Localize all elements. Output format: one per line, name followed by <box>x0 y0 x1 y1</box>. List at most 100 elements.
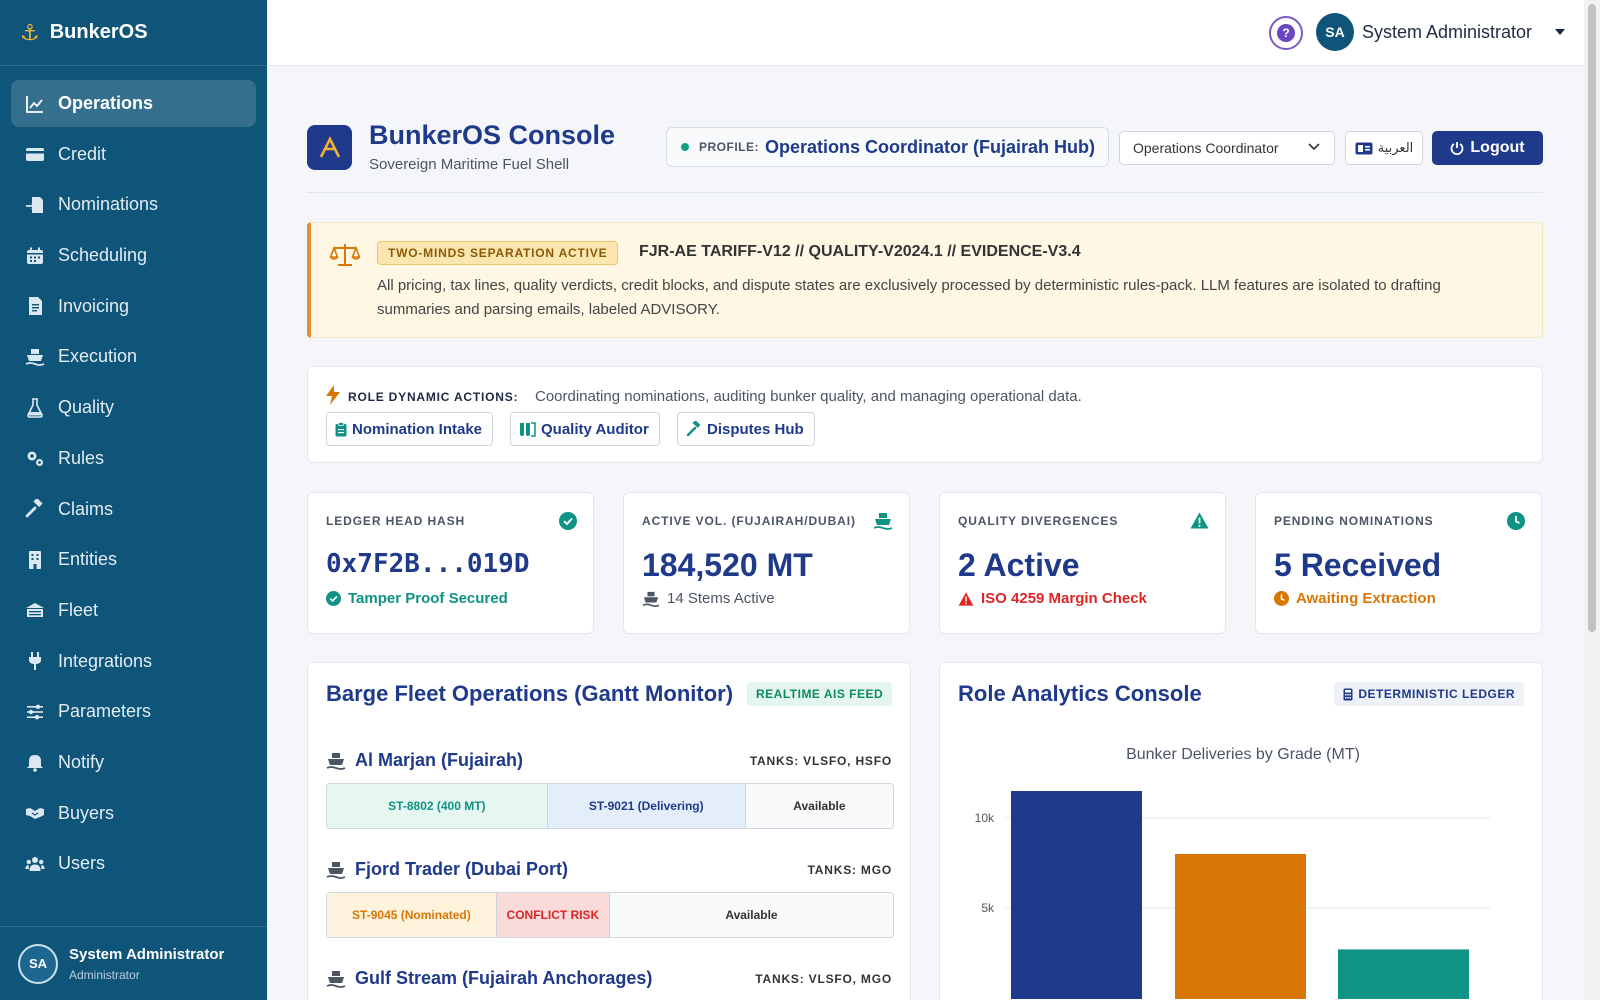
fleet-icon <box>26 603 44 618</box>
sidebar-item-entities[interactable]: Entities <box>11 536 256 583</box>
status-dot <box>681 143 689 151</box>
sidebar-item-invoicing[interactable]: Invoicing <box>11 283 256 330</box>
role-select[interactable]: Operations Coordinator <box>1119 131 1335 165</box>
help-button[interactable]: ? <box>1269 16 1303 50</box>
logout-button[interactable]: Logout <box>1432 131 1543 165</box>
sidebar-item-label: Scheduling <box>58 245 148 266</box>
profile-label: PROFILE: <box>699 140 759 154</box>
gantt-segment[interactable]: ST-9021 (Delivering) <box>547 784 746 828</box>
sidebar-item-label: Notify <box>58 751 105 772</box>
analytics-panel: Role Analytics Console DETERMINISTIC LED… <box>939 662 1543 1000</box>
plug-icon <box>29 652 41 671</box>
barge-name[interactable]: Gulf Stream (Fujairah Anchorages) <box>326 968 652 989</box>
sidebar: ⚓ BunkerOS Operations Credit Nominations Sc… <box>0 0 267 1000</box>
sidebar-user-role: Administrator <box>69 967 140 982</box>
role-select-value: Operations Coordinator <box>1133 140 1279 156</box>
top-avatar[interactable]: SA <box>1316 13 1354 51</box>
gantt-segment[interactable]: ST-9045 (Nominated) <box>327 893 497 937</box>
stat-sub: ISO 4259 Margin Check <box>958 590 1147 607</box>
top-bar: ? SA System Administrator <box>267 0 1584 66</box>
sidebar-item-label: Buyers <box>58 802 115 823</box>
gantt-title: Barge Fleet Operations (Gantt Monitor) <box>326 681 734 706</box>
building-icon <box>29 550 41 569</box>
separation-banner: TWO-MINDS SEPARATION ACTIVE FJR-AE TARIF… <box>307 222 1543 338</box>
sidebar-item-label: Fleet <box>58 599 99 620</box>
sidebar-item-label: Integrations <box>58 650 153 671</box>
analytics-title: Role Analytics Console <box>958 681 1202 706</box>
scale-icon <box>330 244 360 266</box>
sidebar-item-label: Execution <box>58 346 138 367</box>
warning-icon <box>958 591 974 606</box>
brand[interactable]: ⚓ BunkerOS <box>0 0 267 66</box>
sidebar-item-integrations[interactable]: Integrations <box>11 638 256 685</box>
deterministic-ledger-pill: DETERMINISTIC LEDGER <box>1334 682 1524 706</box>
bell-icon <box>27 755 43 773</box>
nomination-intake-button[interactable]: Nomination Intake <box>326 412 494 446</box>
sidebar-item-nominations[interactable]: Nominations <box>11 181 256 228</box>
bar-2[interactable] <box>1175 854 1306 999</box>
barge-name[interactable]: Al Marjan (Fujairah) <box>326 750 523 771</box>
console-logo-icon <box>307 125 352 170</box>
stat-sub-text: ISO 4259 Margin Check <box>981 590 1147 607</box>
stat-card-nominations: PENDING NOMINATIONS 5 Received Awaiting … <box>1255 492 1542 634</box>
sidebar-user[interactable]: SA System Administrator Administrator <box>0 926 267 1000</box>
disputes-hub-label: Disputes Hub <box>707 420 804 438</box>
app-name: BunkerOS <box>49 21 148 43</box>
gantt-segment[interactable]: ST-8802 (400 MT) <box>327 784 548 828</box>
barge-tanks: TANKS: MGO <box>807 863 892 877</box>
sidebar-item-claims[interactable]: Claims <box>11 486 256 533</box>
warning-icon <box>1190 512 1209 529</box>
sidebar-item-users[interactable]: Users <box>11 840 256 887</box>
role-actions-description: Coordinating nominations, auditing bunke… <box>535 388 1082 405</box>
sidebar-item-parameters[interactable]: Parameters <box>11 688 256 735</box>
separation-pill: TWO-MINDS SEPARATION ACTIVE <box>377 241 619 265</box>
sidebar-item-quality[interactable]: Quality <box>11 384 256 431</box>
stat-key: ACTIVE VOL. (FUJAIRAH/DUBAI) <box>642 514 856 528</box>
gantt-row: ST-9045 (Nominated) CONFLICT RISK Availa… <box>326 892 894 938</box>
role-actions-label: ROLE DYNAMIC ACTIONS: <box>348 390 519 404</box>
gantt-segment-conflict[interactable]: CONFLICT RISK <box>496 893 610 937</box>
ship-icon <box>326 752 346 770</box>
sidebar-item-scheduling[interactable]: Scheduling <box>11 232 256 279</box>
sidebar-item-label: Users <box>58 853 106 874</box>
sidebar-item-notify[interactable]: Notify <box>11 739 256 786</box>
stat-value: 2 Active <box>958 547 1080 583</box>
chart-title: Bunker Deliveries by Grade (MT) <box>1126 746 1360 763</box>
barge-name-text: Al Marjan (Fujairah) <box>355 750 524 770</box>
chevron-down-icon[interactable] <box>1555 29 1565 35</box>
role-actions-panel: ROLE DYNAMIC ACTIONS: Coordinating nomin… <box>307 366 1543 463</box>
file-import-icon <box>26 196 43 213</box>
top-user-name[interactable]: System Administrator <box>1362 22 1533 42</box>
chart-line-icon <box>26 95 43 113</box>
gantt-segment[interactable]: Available <box>745 784 893 828</box>
gantt-segment[interactable]: Available <box>609 893 893 937</box>
sidebar-item-rules[interactable]: Rules <box>11 435 256 482</box>
barge-tanks: TANKS: VLSFO, HSFO <box>749 754 892 768</box>
power-icon <box>1451 142 1464 155</box>
stat-sub: Awaiting Extraction <box>1274 590 1436 607</box>
sidebar-item-buyers[interactable]: Buyers <box>11 790 256 837</box>
ship-icon <box>873 513 893 530</box>
disputes-hub-button[interactable]: Disputes Hub <box>677 412 815 446</box>
sidebar-item-execution[interactable]: Execution <box>11 333 256 380</box>
bolt-icon <box>326 385 340 405</box>
stat-key: LEDGER HEAD HASH <box>326 514 466 528</box>
page-title: BunkerOS Console <box>369 120 616 150</box>
sidebar-item-operations[interactable]: Operations <box>11 80 256 127</box>
chevron-down-icon <box>1308 143 1320 151</box>
sidebar-item-fleet[interactable]: Fleet <box>11 587 256 634</box>
clock-icon <box>1507 512 1525 530</box>
quality-auditor-button[interactable]: Quality Auditor <box>510 412 660 446</box>
scrollbar-thumb[interactable] <box>1588 4 1596 632</box>
sidebar-item-credit[interactable]: Credit <box>11 131 256 178</box>
invoice-icon <box>29 297 42 316</box>
realtime-feed-pill: REALTIME AIS FEED <box>747 682 893 706</box>
rules-pack-code: FJR-AE TARIFF-V12 // QUALITY-V2024.1 // … <box>639 243 1081 260</box>
stat-card-ledger: LEDGER HEAD HASH 0x7F2B...019D Tamper Pr… <box>307 492 594 634</box>
sidebar-item-label: Claims <box>58 498 114 519</box>
bar-1[interactable] <box>1011 791 1142 999</box>
language-toggle-button[interactable]: العربية <box>1345 131 1423 165</box>
barge-name[interactable]: Fjord Trader (Dubai Port) <box>326 859 568 880</box>
bar-3[interactable] <box>1338 949 1469 999</box>
bar-chart: 5k 10k <box>975 791 1490 999</box>
